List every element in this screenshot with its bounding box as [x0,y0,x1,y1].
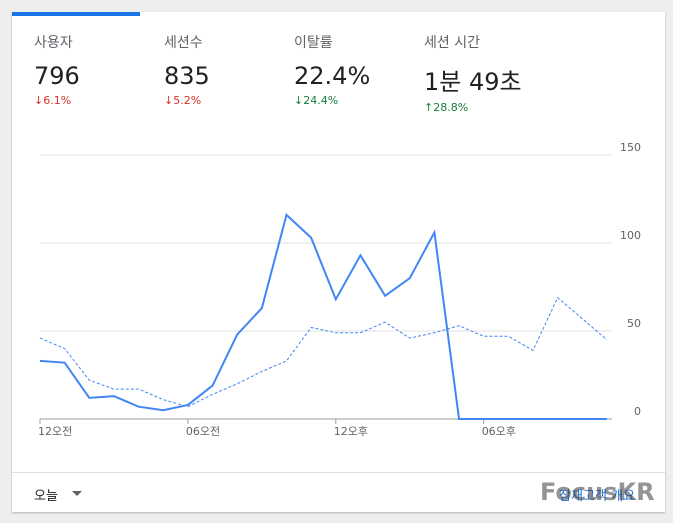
metric-label: 이탈률 [294,35,333,51]
x-tick-label: 12오후 [334,425,368,438]
dropdown-caret[interactable] [72,491,82,497]
metric: 사용자 796 ↓6.1% [34,32,80,107]
series-line [39,296,608,408]
y-tick-label: 50 [627,317,641,330]
x-tick-label: 06오후 [482,425,516,438]
metric-label: 사용자 [34,35,73,51]
x-tick-label: 12오전 [38,425,72,438]
chart: 0 50 100 150 12오전 06오전 12오후 06오후 [38,141,641,438]
card: 사용자 796 ↓6.1% 세션수 835 ↓5.2% 이탈률 22.4% ↓24.4% 세션 시… [12,12,665,512]
metric: 세션수 835 ↓5.2% [164,32,210,107]
footer: 오늘 잠재고객 개요 [12,472,665,513]
y-tick-label: 150 [620,141,641,154]
metric: 세션 시간 1분 49초 ↑28.8% [424,32,522,114]
overview-link[interactable]: 잠재고객 개요 [559,489,635,504]
metric-change: ↓6.1% [34,94,72,107]
metric-value: 835 [164,62,210,90]
watermark: FocusKR [540,478,655,506]
metric-value: 796 [34,62,80,90]
series-line [39,212,607,420]
y-tick-label: 0 [634,405,641,418]
metric-label: 세션수 [164,35,203,51]
metric-change: ↑28.8% [424,101,469,114]
metric-value: 22.4% [294,62,371,90]
x-tick-label: 06오전 [186,425,220,438]
date-range[interactable]: 오늘 [34,489,58,504]
active-tab-indicator [12,12,140,16]
y-tick-label: 100 [620,229,641,242]
metric: 이탈률 22.4% ↓24.4% [294,32,370,107]
metric-change: ↓24.4% [294,94,339,107]
metric-value: 1분 49초 [424,68,522,96]
metric-change: ↓5.2% [164,94,202,107]
metric-label: 세션 시간 [424,35,480,51]
